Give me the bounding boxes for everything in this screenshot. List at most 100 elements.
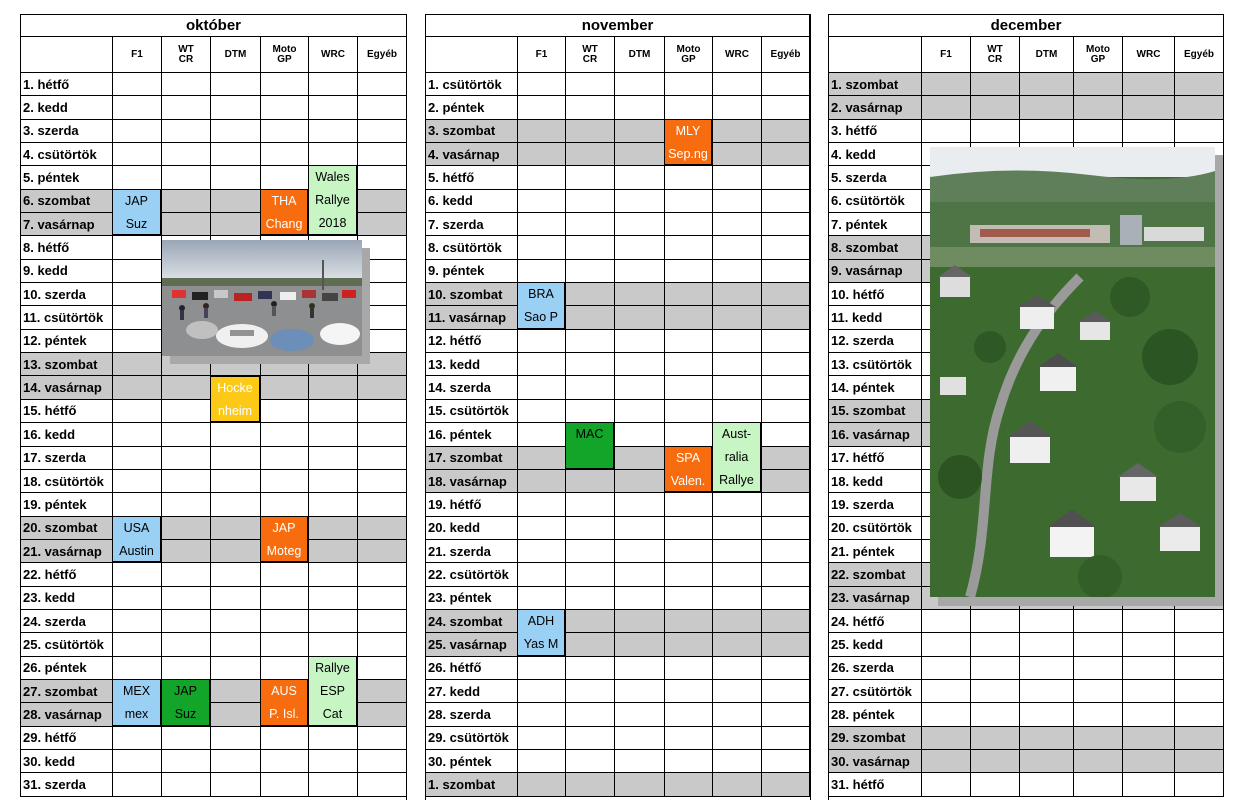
event-label-line: Rallye [315,660,350,675]
calendar-cell [664,71,713,97]
calendar-cell [760,118,811,144]
calendar-cell [308,492,358,517]
day-label: 29. hétfő [20,725,113,750]
calendar-cell [565,748,615,774]
calendar-cell [112,165,162,190]
calendar-cell [712,655,762,680]
calendar-cell [614,118,665,144]
series-header: Moto GP [260,36,309,73]
calendar-cell [210,702,261,727]
calendar-cell [260,632,309,657]
event-label-line: USA [123,520,150,535]
day-label: 6. kedd [425,188,518,214]
day-label: 15. szombat [828,398,922,424]
race-event: MAC [565,422,614,469]
calendar-cell [921,632,971,657]
calendar-cell [260,748,309,774]
calendar-cell [210,492,261,517]
calendar-cell [921,655,971,680]
day-row: 21. szerda [425,538,811,564]
calendar-cell [161,585,211,610]
day-label: 5. péntek [20,165,113,190]
calendar-cell [517,678,566,704]
calendar-cell [1122,608,1175,634]
day-label: 15. csütörtök [425,398,518,424]
day-label: 17. hétfő [828,445,922,470]
calendar-cell [1173,608,1225,634]
calendar-cell [260,772,309,797]
series-header: Moto GP [1073,36,1123,73]
calendar-cell [161,422,211,447]
calendar-cell [1073,95,1123,120]
calendar-cell [112,748,162,774]
event-label-line: Hocke [217,380,253,395]
day-label: 8. csütörtök [425,235,518,260]
calendar-cell [356,678,408,704]
calendar-cell [712,725,762,750]
calendar-cell [760,468,811,494]
calendar-cell [210,188,261,214]
day-label: 14. szerda [425,375,518,400]
day-label: 29. csütörtök [425,725,518,750]
day-row: 26. szerda [828,655,1225,680]
calendar-cell [565,678,615,704]
calendar-cell [1122,118,1175,144]
day-label: 18. vasárnap [425,468,518,494]
calendar-cell [760,188,811,214]
calendar-cell [565,538,615,564]
day-row: 17. szerda [20,445,408,470]
calendar-cell [614,352,665,377]
calendar-cell [356,702,408,727]
day-row: 25. vasárnap [425,632,811,657]
calendar-cell [921,118,971,144]
event-label-line: Aust- [721,427,752,442]
calendar-cell [1019,71,1074,97]
calendar-cell [356,515,408,540]
calendar-cell [112,585,162,610]
calendar-cell [210,748,261,774]
calendar-cell [664,772,713,797]
day-row: 16. kedd [20,422,408,447]
calendar-cell [614,562,665,587]
calendar-cell [260,398,309,424]
calendar-cell [1122,655,1175,680]
calendar-cell [614,212,665,237]
day-header-cell [425,36,518,73]
calendar-cell [970,748,1020,774]
calendar-cell [161,655,211,680]
day-label: 27. csütörtök [828,678,922,704]
calendar-cell [664,655,713,680]
calendar-cell [565,702,615,727]
day-label: 10. hétfő [828,282,922,307]
series-header: WT CR [565,36,615,73]
calendar-cell [565,165,615,190]
calendar-cell [1173,655,1225,680]
calendar-cell [210,538,261,564]
day-label: 21. péntek [828,538,922,564]
day-row: 15. csütörtök [425,398,811,424]
calendar-cell [614,538,665,564]
calendar-cell [970,608,1020,634]
event-label-line: JAP [125,193,148,208]
calendar-cell [356,608,408,634]
series-header: F1 [112,36,162,73]
day-label: 11. vasárnap [425,305,518,330]
day-row: 5. hétfő [425,165,811,190]
calendar-cell [565,142,615,167]
calendar-cell [921,678,971,704]
calendar-cell [565,305,615,330]
calendar-cell [112,71,162,97]
calendar-cell [1073,702,1123,727]
calendar-cell [614,328,665,354]
calendar-cell [1019,608,1074,634]
calendar-cell [356,118,408,144]
day-label: 7. vasárnap [20,212,113,237]
calendar-cell [112,305,162,330]
calendar-cell [1019,678,1074,704]
calendar-cell [161,118,211,144]
calendar-cell [112,328,162,354]
day-row: 10. szombat [425,282,811,307]
calendar-cell [921,772,971,797]
calendar-cell [760,235,811,260]
calendar-cell [664,282,713,307]
